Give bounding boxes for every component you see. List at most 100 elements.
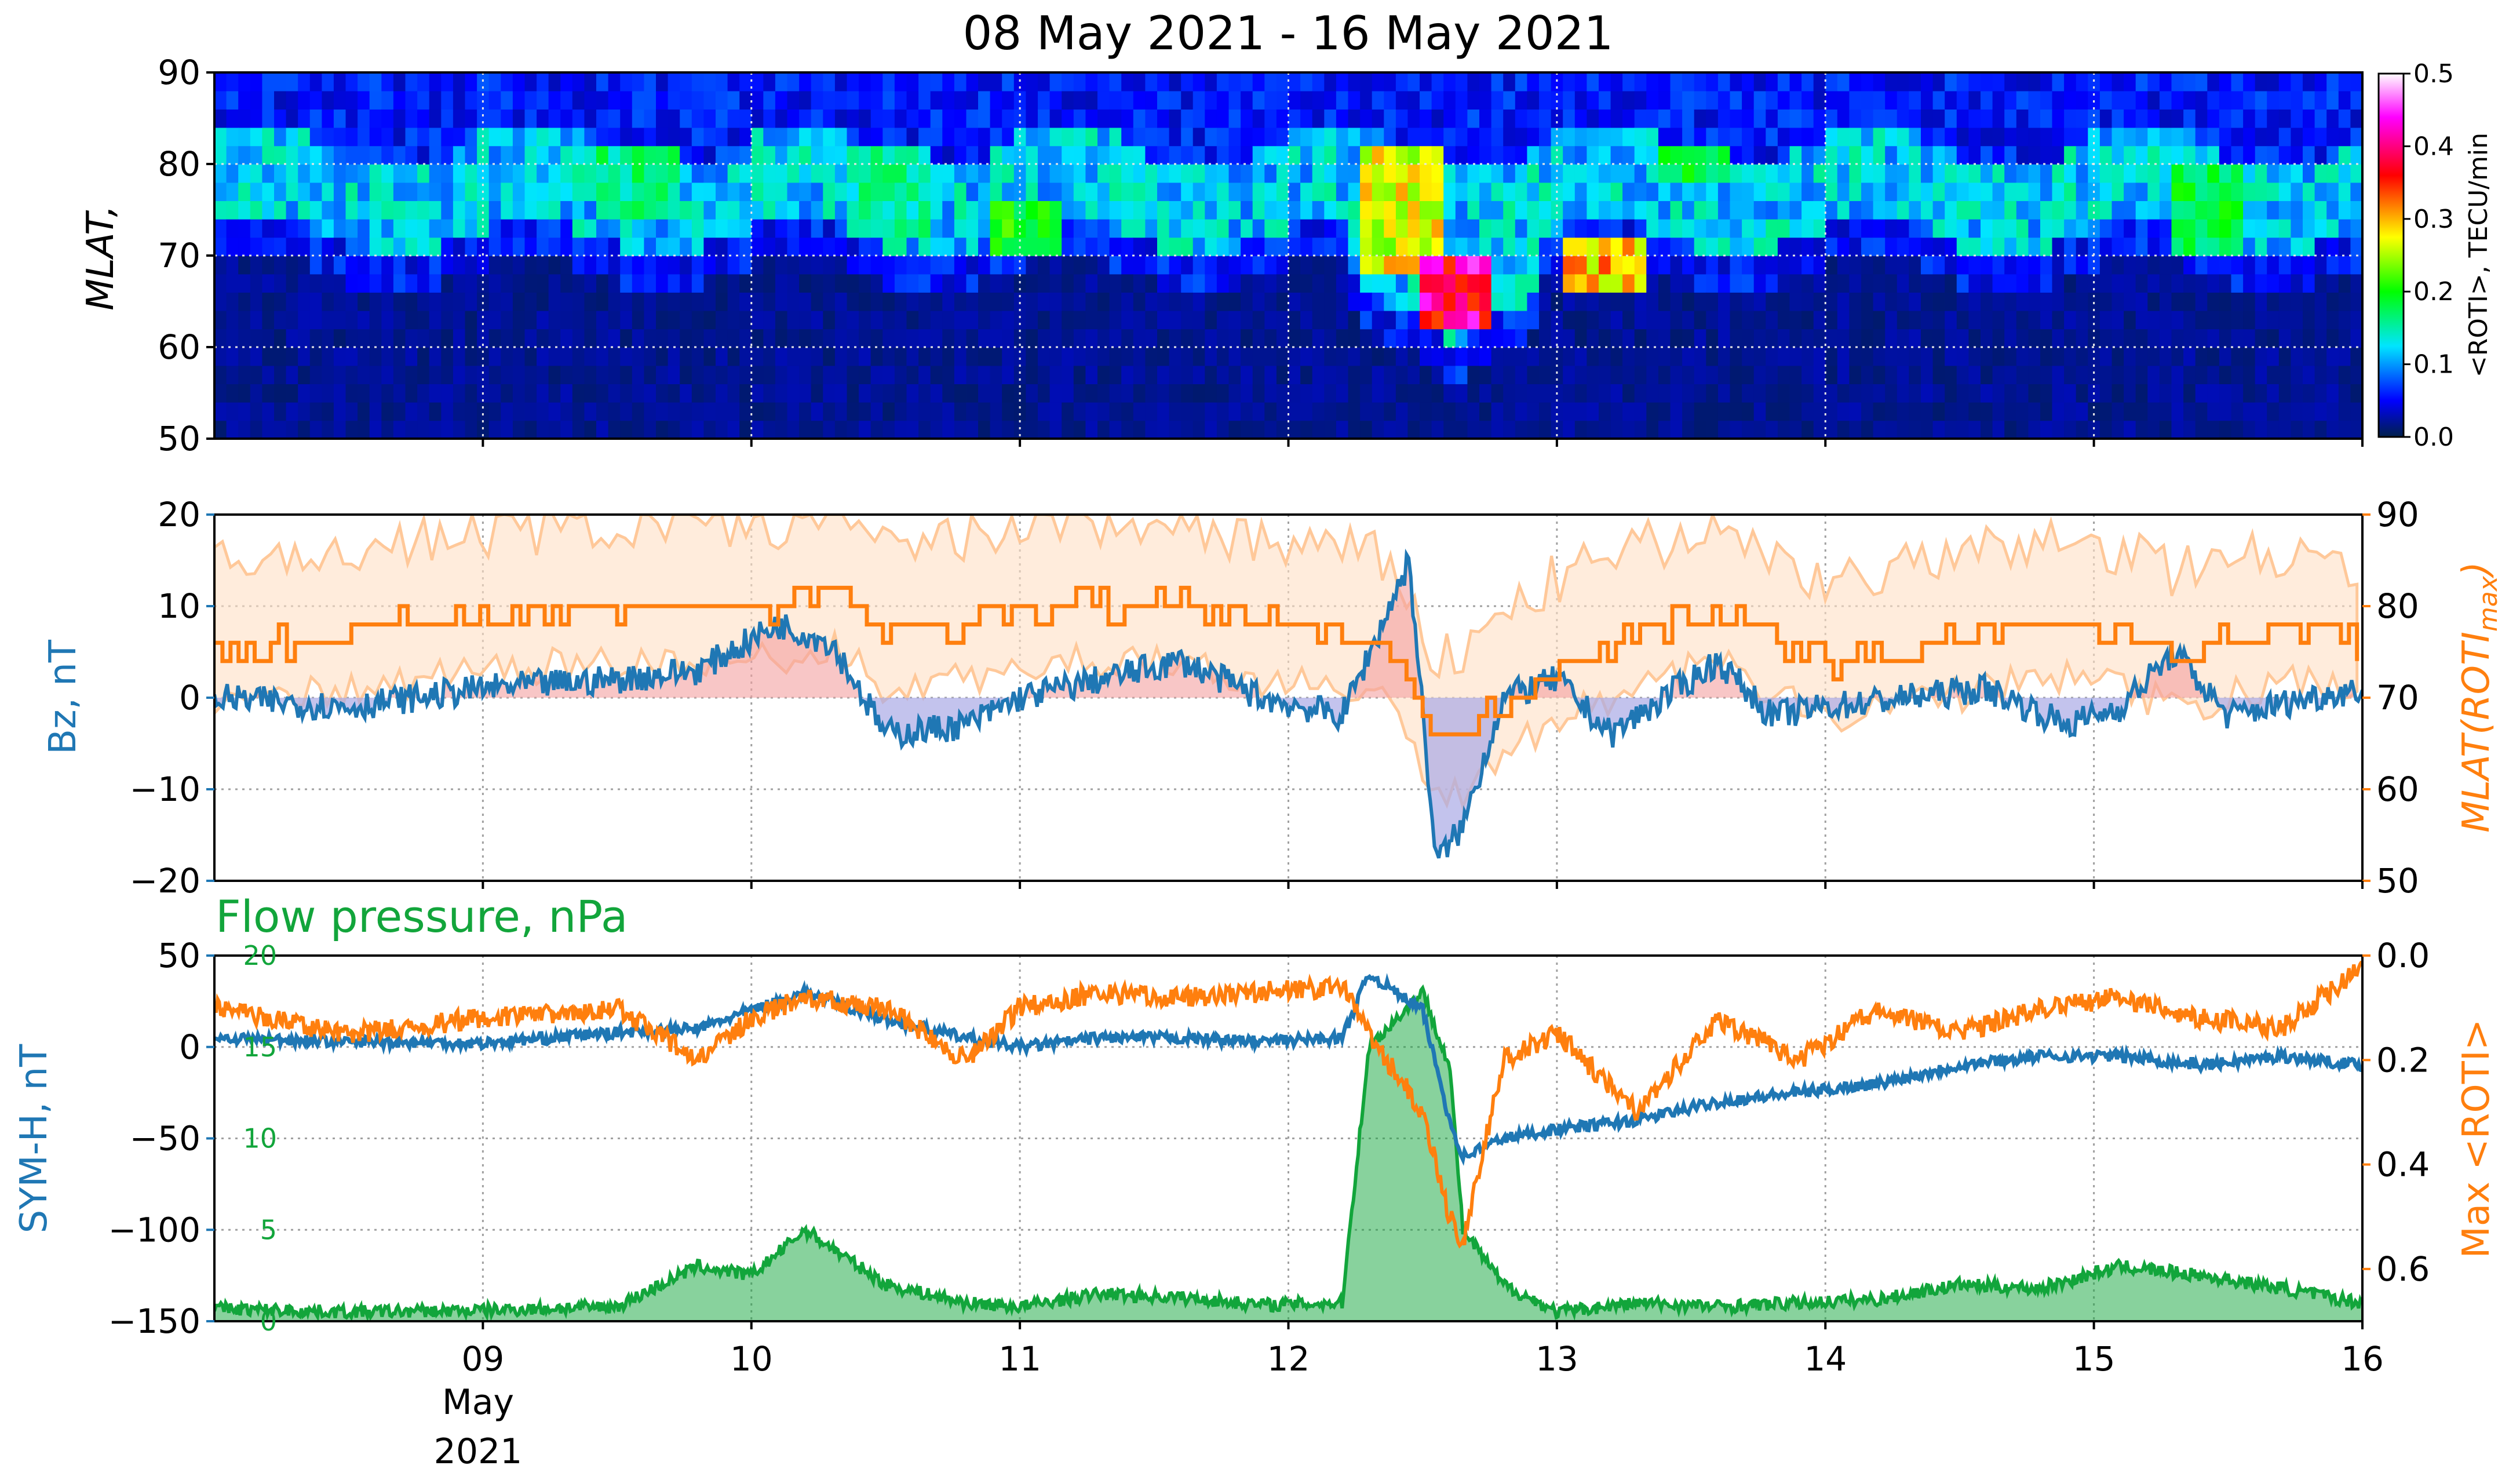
heatmap-cell (537, 109, 549, 128)
heatmap-cell (656, 256, 669, 275)
heatmap-cell (1085, 347, 1098, 366)
heatmap-cell (453, 384, 466, 403)
heatmap-cell (2291, 365, 2303, 384)
heatmap-cell (1443, 310, 1456, 330)
heatmap-cell (1264, 384, 1277, 403)
heatmap-cell (1717, 237, 1731, 256)
heatmap-cell (465, 329, 477, 348)
heatmap-cell (2338, 329, 2351, 348)
heatmap-cell (1610, 256, 1623, 275)
heatmap-cell (1205, 329, 1217, 348)
heatmap-cell (2159, 164, 2172, 183)
heatmap-cell (333, 145, 347, 165)
heatmap-cell (2147, 347, 2160, 366)
heatmap-cell (2004, 127, 2017, 147)
heatmap-cell (2255, 164, 2268, 183)
heatmap-cell (429, 182, 442, 201)
heatmap-cell (1372, 274, 1385, 293)
heatmap-cell (298, 127, 311, 147)
heatmap-cell (799, 310, 812, 330)
heatmap-cell (990, 384, 1002, 403)
heatmap-cell (1324, 164, 1337, 183)
heatmap-cell (1599, 218, 1611, 238)
heatmap-cell (2219, 201, 2232, 220)
heatmap-cell (488, 347, 502, 366)
heatmap-cell (1443, 72, 1456, 92)
heatmap-cell (2076, 347, 2089, 366)
heatmap-cell (1288, 201, 1301, 220)
heatmap-cell (465, 402, 477, 421)
heatmap-cell (2338, 72, 2351, 92)
heatmap-cell (1013, 347, 1027, 366)
heatmap-cell (2064, 237, 2077, 256)
heatmap-cell (2076, 182, 2089, 201)
heatmap-cell (2004, 274, 2017, 293)
heatmap-cell (405, 127, 418, 147)
heatmap-cell (847, 256, 859, 275)
heatmap-cell (238, 237, 251, 256)
heatmap-cell (1766, 420, 1778, 439)
heatmap-cell (1252, 237, 1266, 256)
heatmap-cell (501, 402, 513, 421)
heatmap-cell (262, 218, 275, 238)
heatmap-cell (417, 164, 430, 183)
heatmap-cell (2267, 292, 2280, 311)
heatmap-cell (309, 347, 323, 366)
heatmap-cell (2326, 182, 2339, 201)
heatmap-cell (2267, 384, 2280, 403)
heatmap-cell (1921, 256, 1934, 275)
heatmap-cell (1455, 420, 1468, 439)
heatmap-cell (882, 218, 895, 238)
heatmap-cell (2231, 256, 2244, 275)
heatmap-cell (2159, 256, 2172, 275)
heatmap-cell (1789, 256, 1802, 275)
heatmap-cell (703, 182, 716, 201)
heatmap-cell (644, 72, 657, 92)
heatmap-cell (1073, 72, 1086, 92)
heatmap-cell (1431, 347, 1444, 366)
heatmap-cell (1252, 164, 1266, 183)
flow-pressure-title: Flow pressure, nPa (216, 891, 628, 942)
heatmap-cell (1479, 384, 1492, 403)
heatmap-cell (2338, 201, 2351, 220)
heatmap-cell (1610, 402, 1623, 421)
heatmap-cell (1109, 384, 1122, 403)
heatmap-cell (1002, 347, 1015, 366)
heatmap-cell (1742, 127, 1755, 147)
heatmap-cell (1574, 145, 1588, 165)
heatmap-cell (2135, 127, 2149, 147)
heatmap-cell (238, 310, 251, 330)
heatmap-cell (2338, 347, 2351, 366)
heatmap-cell (2004, 402, 2017, 421)
heatmap-cell (727, 310, 740, 330)
heatmap-cell (1407, 347, 1420, 366)
heatmap-cell (1049, 145, 1062, 165)
heatmap-cell (345, 329, 358, 348)
mlat-y-label-sub: max (2474, 575, 2503, 632)
mlat-max-series-line (214, 585, 2359, 737)
heatmap-cell (1622, 274, 1635, 293)
heatmap-cell (2255, 201, 2268, 220)
heatmap-cell (238, 365, 251, 384)
heatmap-cell (465, 384, 477, 403)
heatmap-cell (1527, 384, 1540, 403)
heatmap-cell (298, 72, 311, 92)
heatmap-cell (2147, 274, 2160, 293)
heatmap-cell (274, 274, 287, 293)
heatmap-cell (1205, 218, 1217, 238)
heatmap-cell (2064, 329, 2077, 348)
heatmap-cell (2183, 384, 2196, 403)
heatmap-cell (2159, 72, 2172, 92)
heatmap-cell (2183, 310, 2196, 330)
heatmap-cell (286, 127, 298, 147)
heatmap-cell (620, 90, 633, 110)
heatmap-cell (2219, 347, 2232, 366)
heatmap-cell (1634, 145, 1647, 165)
heatmap-cell (1145, 145, 1158, 165)
heatmap-cell (572, 365, 585, 384)
heatmap-cell (1491, 402, 1504, 421)
heatmap-cell (214, 365, 227, 384)
heatmap-cell (369, 218, 382, 238)
heatmap-cell (894, 237, 907, 256)
heatmap-cell (1062, 310, 1074, 330)
